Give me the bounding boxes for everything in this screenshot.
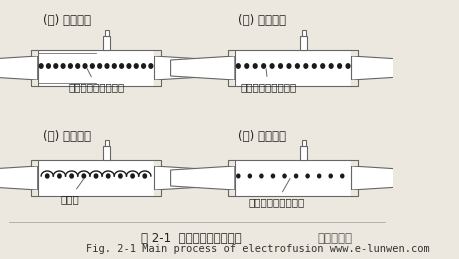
Circle shape [236, 64, 240, 68]
Circle shape [46, 64, 50, 68]
Bar [38, 160, 154, 196]
Circle shape [83, 64, 87, 68]
Circle shape [76, 64, 79, 68]
Polygon shape [0, 166, 38, 190]
Text: (４) 保持阶段: (４) 保持阶段 [238, 130, 286, 143]
Circle shape [248, 174, 252, 178]
Text: 燔融区: 燔融区 [60, 178, 84, 204]
Circle shape [70, 174, 73, 178]
Circle shape [279, 64, 282, 68]
Circle shape [271, 174, 274, 178]
Bar [103, 146, 110, 160]
Circle shape [39, 64, 43, 68]
Circle shape [143, 174, 146, 178]
Circle shape [90, 64, 94, 68]
Text: (１) 准备阶段: (１) 准备阶段 [43, 14, 91, 27]
Circle shape [262, 64, 265, 68]
Circle shape [313, 64, 316, 68]
Circle shape [120, 64, 123, 68]
Circle shape [105, 64, 109, 68]
Circle shape [253, 64, 257, 68]
Polygon shape [171, 56, 235, 80]
Circle shape [318, 174, 321, 178]
Circle shape [149, 64, 153, 68]
Polygon shape [154, 166, 218, 190]
Circle shape [341, 174, 344, 178]
Bar [235, 50, 352, 86]
Text: 套筒和管材轴线重合: 套筒和管材轴线重合 [240, 69, 296, 92]
Bar [31, 80, 38, 86]
Circle shape [94, 174, 98, 178]
Circle shape [260, 174, 263, 178]
Bar [154, 80, 161, 86]
Circle shape [134, 64, 138, 68]
Circle shape [142, 64, 146, 68]
Bar [31, 50, 38, 56]
Circle shape [346, 64, 350, 68]
Polygon shape [154, 56, 218, 80]
Circle shape [119, 174, 122, 178]
Bar [105, 30, 109, 36]
Circle shape [98, 64, 101, 68]
Text: Fig. 2-1 Main process of electrofusion www.e-lunwen.com: Fig. 2-1 Main process of electrofusion w… [86, 244, 430, 254]
Text: (３) 焊接阶段: (３) 焊接阶段 [43, 130, 91, 143]
Circle shape [112, 64, 116, 68]
Bar [154, 190, 161, 196]
Text: 图 2-1  电燔焊接的主要工艺: 图 2-1 电燔焊接的主要工艺 [141, 232, 242, 245]
Bar [302, 140, 306, 146]
Circle shape [245, 64, 249, 68]
Circle shape [295, 174, 297, 178]
Circle shape [58, 174, 61, 178]
Bar [228, 160, 235, 166]
Bar [352, 160, 358, 166]
Circle shape [283, 174, 286, 178]
Polygon shape [352, 56, 416, 80]
Bar [154, 50, 161, 56]
Text: 套筒和管材融为一体: 套筒和管材融为一体 [249, 178, 305, 207]
Bar [31, 190, 38, 196]
Circle shape [329, 64, 333, 68]
Bar [228, 50, 235, 56]
Circle shape [306, 174, 309, 178]
Circle shape [304, 64, 308, 68]
Bar [300, 146, 307, 160]
Polygon shape [352, 166, 416, 190]
Bar [228, 190, 235, 196]
Bar [103, 36, 110, 50]
Circle shape [127, 64, 131, 68]
Circle shape [296, 64, 299, 68]
Circle shape [61, 64, 65, 68]
Bar [105, 140, 109, 146]
Polygon shape [171, 166, 235, 190]
Circle shape [321, 64, 325, 68]
Circle shape [287, 64, 291, 68]
Circle shape [270, 64, 274, 68]
Text: (２) 定位阶段: (２) 定位阶段 [238, 14, 286, 27]
Circle shape [68, 64, 73, 68]
Circle shape [237, 174, 240, 178]
Bar [300, 36, 307, 50]
Circle shape [338, 64, 341, 68]
Bar [235, 160, 352, 196]
Text: 上海论文网: 上海论文网 [317, 232, 352, 245]
Bar [302, 30, 306, 36]
Bar [31, 160, 38, 166]
Bar [154, 160, 161, 166]
Circle shape [45, 174, 49, 178]
Polygon shape [0, 56, 38, 80]
Circle shape [106, 174, 110, 178]
Circle shape [54, 64, 58, 68]
Circle shape [131, 174, 134, 178]
Bar [352, 190, 358, 196]
Bar [228, 80, 235, 86]
Circle shape [82, 174, 85, 178]
Bar [352, 80, 358, 86]
Bar [352, 50, 358, 56]
Bar [38, 50, 154, 86]
Text: 套筒和管材间隙均匀: 套筒和管材间隙均匀 [68, 68, 125, 92]
Circle shape [329, 174, 332, 178]
